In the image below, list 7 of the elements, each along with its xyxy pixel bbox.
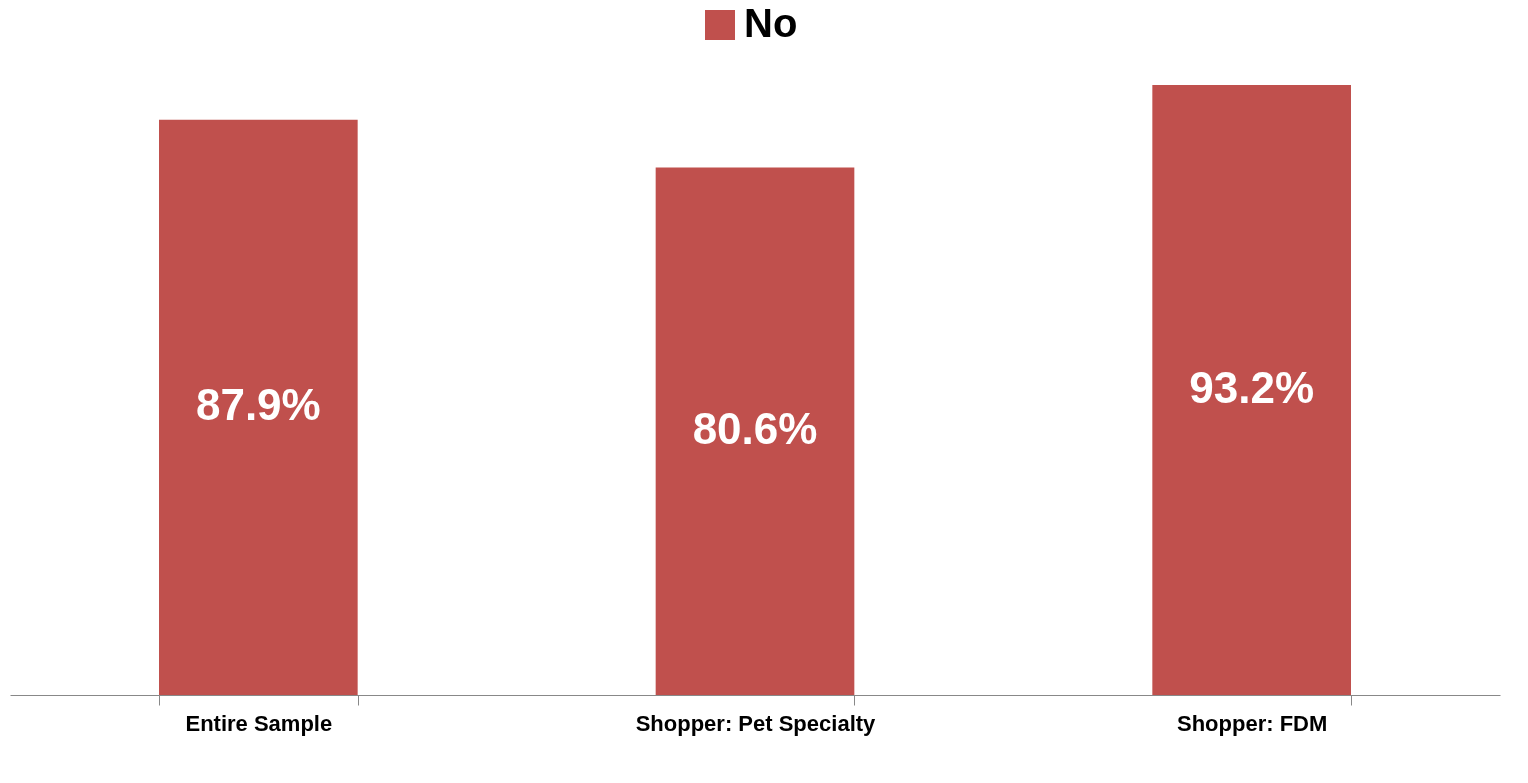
legend-label: No bbox=[744, 1, 798, 45]
data-label: 80.6% bbox=[692, 404, 818, 454]
x-tick-label: Shopper: Pet Specialty bbox=[635, 710, 877, 736]
data-label: 93.2% bbox=[1189, 363, 1315, 412]
x-tick-label: Entire Sample bbox=[185, 710, 333, 736]
x-tick-label: Shopper: FDM bbox=[1177, 710, 1328, 736]
data-label: 87.9% bbox=[195, 380, 321, 430]
